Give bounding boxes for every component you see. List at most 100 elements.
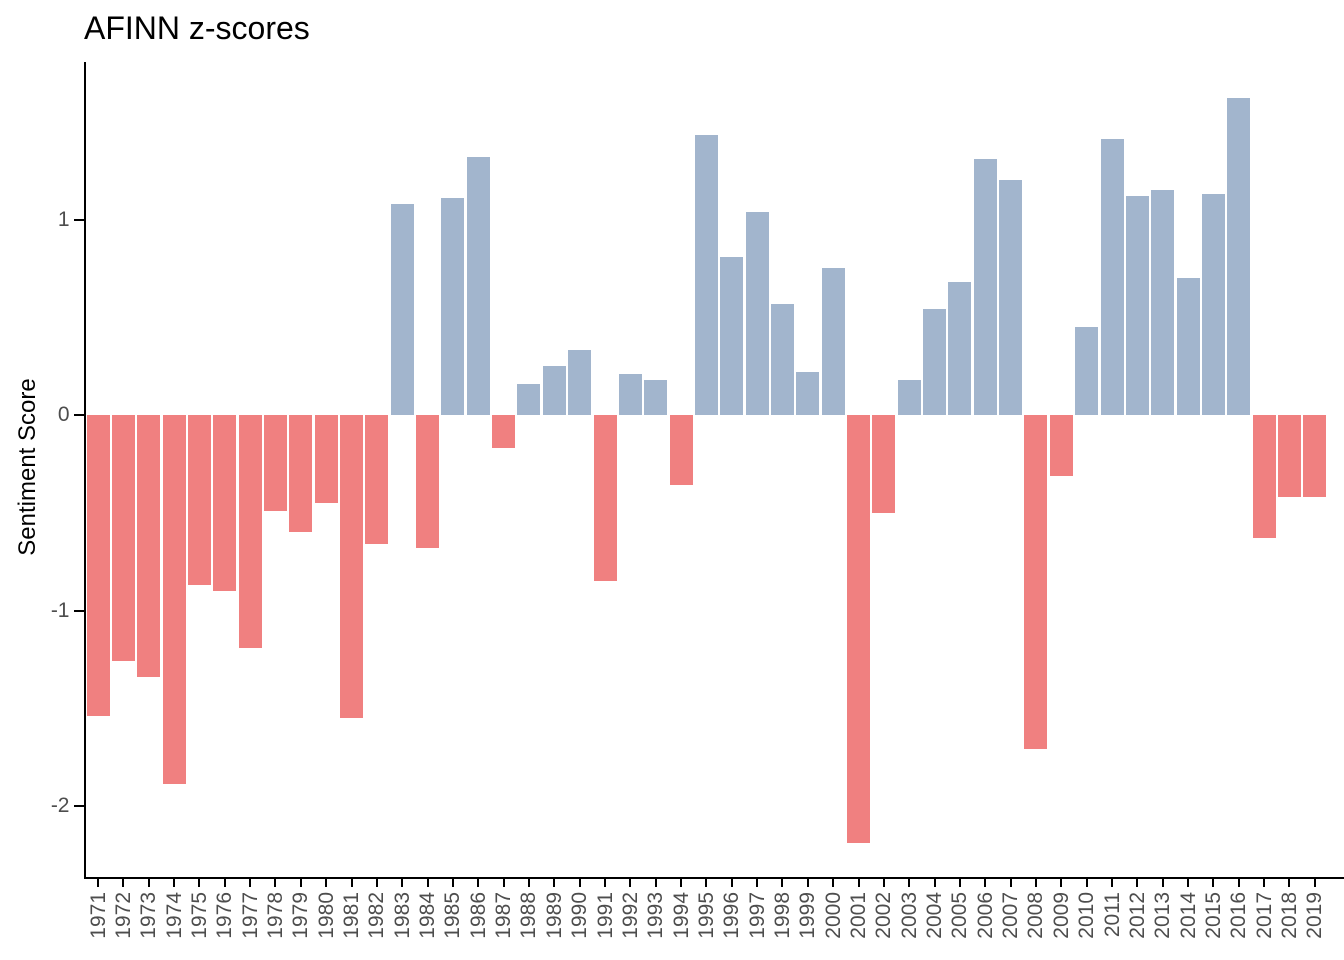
x-tick <box>984 878 987 887</box>
x-tick <box>1237 878 1240 887</box>
x-tick-label: 2006 <box>973 892 997 939</box>
x-tick <box>451 878 454 887</box>
x-tick-label: 1973 <box>137 892 161 939</box>
x-tick-label: 1980 <box>314 892 338 939</box>
bar-1988 <box>517 383 541 415</box>
x-tick-label: 2007 <box>999 892 1023 939</box>
x-tick <box>1034 878 1037 887</box>
bar-2005 <box>948 282 972 415</box>
bar-2008 <box>1024 415 1048 750</box>
bar-2012 <box>1125 196 1149 415</box>
bar-1994 <box>669 415 693 486</box>
x-tick-label: 1987 <box>492 892 516 939</box>
bar-2013 <box>1151 190 1175 415</box>
x-tick-label: 2012 <box>1125 892 1149 939</box>
bar-1996 <box>720 256 744 415</box>
bar-1986 <box>466 156 490 415</box>
x-tick-label: 2003 <box>897 892 921 939</box>
x-tick <box>806 878 809 887</box>
bar-1977 <box>238 415 262 648</box>
chart-title: AFINN z-scores <box>84 10 310 46</box>
y-tick <box>73 414 84 416</box>
x-tick <box>578 878 581 887</box>
bar-1979 <box>289 415 313 533</box>
x-tick-label: 1994 <box>669 892 693 939</box>
x-tick-label: 2014 <box>1176 892 1200 939</box>
x-tick-label: 2000 <box>821 892 845 939</box>
bar-2017 <box>1252 415 1276 539</box>
x-tick <box>502 878 505 887</box>
x-tick-label: 1991 <box>593 892 617 939</box>
x-tick-label: 1982 <box>365 892 389 939</box>
x-tick <box>1136 878 1139 887</box>
x-tick-label: 2010 <box>1075 892 1099 939</box>
x-tick <box>299 878 302 887</box>
x-tick-label: 1977 <box>238 892 262 939</box>
x-tick <box>629 878 632 887</box>
x-tick-label: 1995 <box>694 892 718 939</box>
bar-1975 <box>187 415 211 586</box>
x-tick-label: 2004 <box>923 892 947 939</box>
bar-2011 <box>1100 139 1124 415</box>
x-tick <box>730 878 733 887</box>
x-tick-label: 1990 <box>568 892 592 939</box>
y-tick <box>73 609 84 612</box>
bar-1990 <box>568 350 592 415</box>
x-tick <box>401 878 404 887</box>
x-tick-label: 1997 <box>745 892 769 939</box>
x-tick-label: 1983 <box>390 892 414 939</box>
x-tick <box>1161 878 1164 887</box>
y-tick-label: 1 <box>57 207 70 231</box>
bar-1971 <box>86 415 110 717</box>
y-tick-label: -2 <box>50 794 70 817</box>
x-tick-label: 2002 <box>872 892 896 939</box>
bar-2006 <box>973 158 997 415</box>
x-tick-label: 1985 <box>441 892 465 939</box>
x-tick <box>147 878 150 887</box>
x-tick-label: 1986 <box>466 892 490 939</box>
x-tick-label: 1999 <box>796 892 820 939</box>
x-tick <box>882 878 885 887</box>
bar-2003 <box>897 379 921 415</box>
y-tick <box>73 805 84 807</box>
bar-2014 <box>1176 278 1200 415</box>
x-tick <box>1111 878 1113 887</box>
x-tick-label: 2005 <box>948 892 972 939</box>
bar-1974 <box>162 415 186 785</box>
x-tick-label: 2008 <box>1024 892 1048 939</box>
x-tick-label: 1975 <box>187 892 211 939</box>
x-tick <box>527 878 530 887</box>
x-tick <box>122 878 125 887</box>
x-tick-label: 1976 <box>213 892 237 939</box>
x-tick-label: 2018 <box>1277 892 1301 939</box>
bar-2010 <box>1075 327 1099 415</box>
x-tick-label: 1971 <box>86 892 110 939</box>
bar-2015 <box>1201 194 1225 415</box>
bar-1973 <box>137 415 161 677</box>
x-tick-label: 2013 <box>1151 892 1175 939</box>
bar-1998 <box>770 303 794 415</box>
x-tick-label: 2011 <box>1100 892 1124 938</box>
x-tick <box>325 878 328 887</box>
bar-1989 <box>542 366 566 415</box>
bar-2007 <box>999 180 1023 415</box>
bar-2002 <box>872 415 896 513</box>
bar-1981 <box>340 415 363 719</box>
x-tick-label: 2015 <box>1201 892 1225 939</box>
x-tick <box>832 878 835 887</box>
x-tick <box>680 878 683 887</box>
bar-1992 <box>618 373 642 415</box>
x-tick <box>173 878 176 887</box>
x-tick <box>705 878 708 887</box>
x-tick <box>553 878 556 887</box>
x-tick <box>654 878 657 887</box>
bar-2009 <box>1049 415 1073 476</box>
bar-2018 <box>1277 415 1301 498</box>
x-tick <box>756 878 759 887</box>
bar-1999 <box>796 371 820 415</box>
x-tick <box>1085 878 1088 887</box>
x-tick-label: 1989 <box>542 892 566 939</box>
x-tick-label: 1978 <box>263 892 287 939</box>
x-tick-label: 1996 <box>720 892 744 939</box>
